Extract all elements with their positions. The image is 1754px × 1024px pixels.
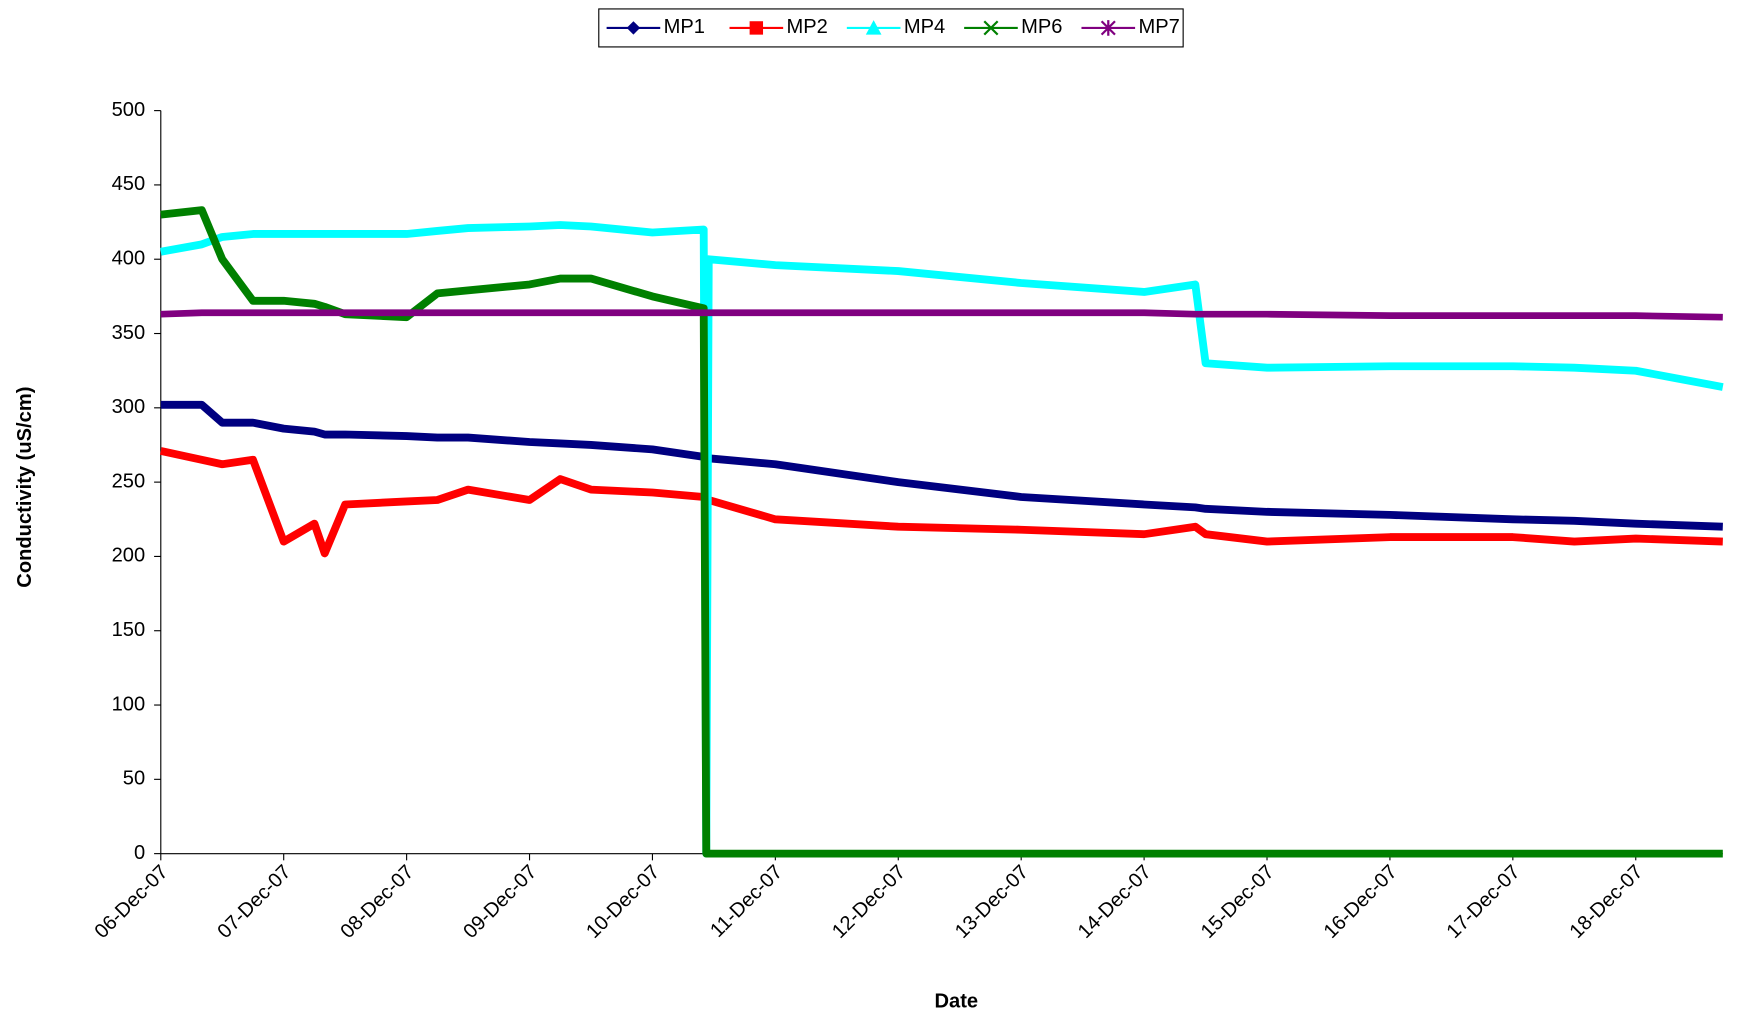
y-tick-label: 150 [112, 619, 146, 641]
x-tick-label: 18-Dec-07 [1566, 861, 1648, 943]
x-tick-label: 13-Dec-07 [951, 861, 1033, 943]
y-tick-label: 50 [123, 768, 145, 790]
legend-label: MP4 [904, 16, 945, 38]
series-line [160, 206, 1723, 858]
legend-label: MP1 [664, 16, 705, 38]
series-line [159, 447, 1723, 558]
y-tick-label: 200 [112, 545, 146, 567]
series-line [160, 400, 1723, 531]
legend-marker [626, 21, 641, 35]
y-tick-label: 400 [112, 248, 146, 270]
legend-label: MP6 [1021, 16, 1062, 38]
y-axis-title: Conductivity (uS/cm) [14, 387, 36, 588]
legend-label: MP7 [1138, 16, 1179, 38]
y-tick-label: 500 [112, 99, 146, 121]
legend-marker [749, 21, 764, 35]
y-tick-label: 100 [112, 693, 146, 715]
legend-marker [1100, 20, 1116, 36]
legend-marker [983, 20, 999, 36]
y-tick-label: 0 [134, 842, 145, 864]
y-tick-label: 450 [112, 173, 146, 195]
series-line [160, 221, 1724, 858]
x-tick-label: 15-Dec-07 [1197, 861, 1279, 943]
series-line [160, 309, 1723, 321]
x-tick-label: 10-Dec-07 [582, 861, 664, 943]
x-tick-label: 16-Dec-07 [1320, 861, 1402, 943]
x-tick-label: 08-Dec-07 [336, 861, 418, 943]
x-tick-label: 07-Dec-07 [214, 861, 296, 943]
y-tick-label: 350 [112, 322, 146, 344]
legend-label: MP2 [786, 16, 827, 38]
x-tick-label: 09-Dec-07 [459, 861, 541, 943]
x-tick-label: 17-Dec-07 [1443, 861, 1525, 943]
y-tick-label: 300 [112, 396, 146, 418]
legend-marker [865, 20, 882, 35]
x-tick-label: 06-Dec-07 [91, 861, 173, 943]
x-tick-label: 14-Dec-07 [1074, 861, 1156, 943]
x-tick-label: 11-Dec-07 [706, 861, 787, 942]
x-axis-title: Date [935, 991, 979, 1013]
y-tick-label: 250 [112, 470, 146, 492]
x-tick-label: 12-Dec-07 [828, 861, 910, 943]
